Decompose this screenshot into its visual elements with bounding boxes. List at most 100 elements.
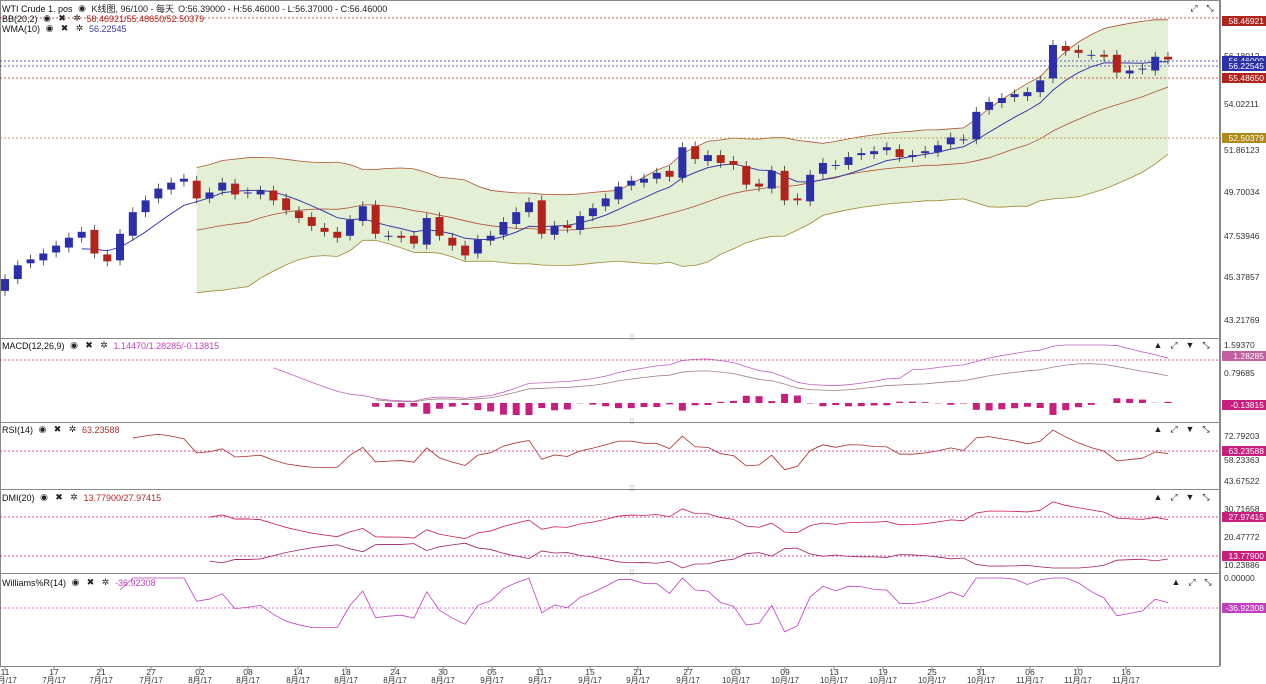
x-month-label: 9月/17	[676, 676, 700, 684]
x-day-label: 18	[341, 667, 351, 677]
eye-icon[interactable]: ◉	[70, 340, 78, 350]
candle-body	[985, 102, 994, 110]
candle-body	[691, 146, 700, 160]
move-up-icon[interactable]: ▲	[1171, 577, 1181, 587]
y-tick-label: 43.21769	[1224, 315, 1260, 325]
close-icon[interactable]: ✖	[55, 492, 63, 502]
pane-frame-4	[0, 573, 1220, 667]
expand-icon[interactable]: ⤢	[1170, 340, 1178, 350]
candle-body	[806, 174, 815, 202]
x-month-label: 9月/17	[480, 676, 504, 684]
close-icon[interactable]: ✖	[53, 424, 62, 434]
macd-y-tick: 0.79685	[1224, 368, 1255, 378]
x-month-label: 10月/17	[918, 676, 947, 684]
gear-icon[interactable]: ✲	[75, 23, 84, 33]
x-month-label: 10月/17	[967, 676, 996, 684]
main-header: WTI Crude 1. pos ◉ K线图, 96/100 - 每天 O:56…	[2, 2, 387, 15]
gear-icon[interactable]: ✲	[68, 424, 77, 434]
macd-histogram-bar	[781, 393, 789, 403]
collapse-icon[interactable]: ⤡	[1202, 340, 1210, 350]
ohlc-readout: O:56.39000 - H:56.46000 - L:56.37000 - C…	[178, 3, 388, 14]
move-down-icon[interactable]: ▼	[1185, 424, 1195, 434]
move-up-icon[interactable]: ▲	[1153, 340, 1163, 350]
candle-body	[346, 220, 355, 236]
y-tick-label: 54.02211	[1224, 99, 1259, 109]
close-icon[interactable]: ✖	[85, 340, 93, 350]
bb-name: BB(20,2)	[2, 13, 38, 24]
eye-icon[interactable]: ◉	[43, 13, 51, 23]
macd-histogram-bar	[1049, 403, 1057, 415]
move-down-icon[interactable]: ▼	[1185, 492, 1195, 502]
x-month-label: 8月/17	[334, 676, 358, 684]
gear-icon[interactable]: ✲	[70, 492, 78, 502]
macd-histogram-bar	[551, 403, 559, 411]
move-down-icon[interactable]: ▼	[1185, 340, 1195, 350]
x-month-label: 9月/17	[528, 676, 552, 684]
close-icon[interactable]: ✖	[60, 23, 69, 33]
wma-line	[81, 61, 1169, 252]
gear-icon[interactable]: ✲	[100, 340, 108, 350]
wma-price-label: 56.22545	[1222, 61, 1266, 71]
candle-body	[1100, 54, 1109, 57]
pane-splitter-handle: ⁞⁞	[630, 484, 634, 493]
macd-histogram-bar	[423, 403, 431, 414]
chart-type-label[interactable]: K线图, 96/100 - 每天	[91, 4, 175, 14]
candle-body	[52, 245, 61, 253]
dmi-minus-label: 13.77900	[1222, 551, 1266, 561]
candle-body	[703, 155, 712, 162]
gear-icon[interactable]: ✲	[101, 577, 110, 587]
macd-histogram-bar	[384, 403, 392, 408]
candle-body	[1138, 68, 1147, 70]
x-month-label: 10月/17	[869, 676, 898, 684]
eye-icon[interactable]: ◉	[38, 424, 47, 434]
gear-icon[interactable]: ✲	[73, 13, 81, 23]
x-month-label: 8月/17	[286, 676, 310, 684]
eye-icon[interactable]: ◉	[40, 492, 48, 502]
collapse-icon[interactable]: ⤡	[1204, 577, 1212, 587]
candle-body	[409, 235, 418, 244]
macd-signal-label: 1.28285	[1222, 351, 1266, 361]
candle-body	[1164, 56, 1172, 60]
expand-icon[interactable]: ⤢	[1188, 577, 1196, 587]
candle-body	[933, 145, 942, 153]
candle-body	[435, 217, 444, 236]
collapse-icon[interactable]: ⤡	[1202, 492, 1210, 502]
macd-histogram-bar	[832, 403, 840, 406]
dmi-pane-buttons: ▲ ⤢ ▼ ⤡	[1152, 492, 1212, 503]
eye-icon[interactable]: ◉	[78, 3, 86, 13]
expand-icon[interactable]: ⤢	[1170, 424, 1178, 434]
macd-histogram-bar	[397, 403, 405, 408]
wr-pane-buttons: ▲ ⤢ ⤡	[1170, 577, 1214, 588]
candle-body	[640, 178, 649, 183]
pane-splitter-handle: ⁞⁞	[630, 417, 634, 426]
expand-icon[interactable]: ⤢	[1190, 3, 1198, 13]
collapse-icon[interactable]: ⤡	[1202, 424, 1210, 434]
pane-frame-2	[0, 422, 1220, 490]
candle-body	[461, 245, 470, 256]
macd-histogram-bar	[563, 403, 571, 410]
macd-line	[273, 344, 1169, 402]
eye-icon[interactable]: ◉	[45, 23, 54, 33]
eye-icon[interactable]: ◉	[71, 577, 80, 587]
x-day-label: 10	[1073, 667, 1083, 677]
close-icon[interactable]: ✖	[58, 13, 66, 23]
move-up-icon[interactable]: ▲	[1153, 492, 1163, 502]
candle-body	[499, 221, 508, 235]
macd-histogram-bar	[755, 396, 763, 403]
close-icon[interactable]: ✖	[86, 577, 95, 587]
x-day-label: 05	[487, 667, 497, 677]
x-month-label: 8月/17	[236, 676, 260, 684]
macd-signal-line	[375, 363, 1169, 403]
move-up-icon[interactable]: ▲	[1153, 424, 1163, 434]
macd-histogram-bar	[985, 403, 993, 411]
candle-body	[384, 235, 393, 237]
bb-mid-price-label: 55.48650	[1222, 73, 1266, 83]
collapse-icon[interactable]: ⤡	[1206, 3, 1214, 13]
x-day-label: 13	[829, 667, 839, 677]
macd-histogram-bar	[538, 403, 546, 409]
bb-header: BB(20,2) ◉ ✖ ✲ 58.46921/55.48650/52.5037…	[2, 13, 204, 24]
x-month-label: 8月/17	[431, 676, 455, 684]
expand-icon[interactable]: ⤢	[1170, 492, 1178, 502]
symbol-name: WTI Crude 1. pos	[2, 3, 73, 14]
y-tick-label: 49.70034	[1224, 187, 1260, 197]
